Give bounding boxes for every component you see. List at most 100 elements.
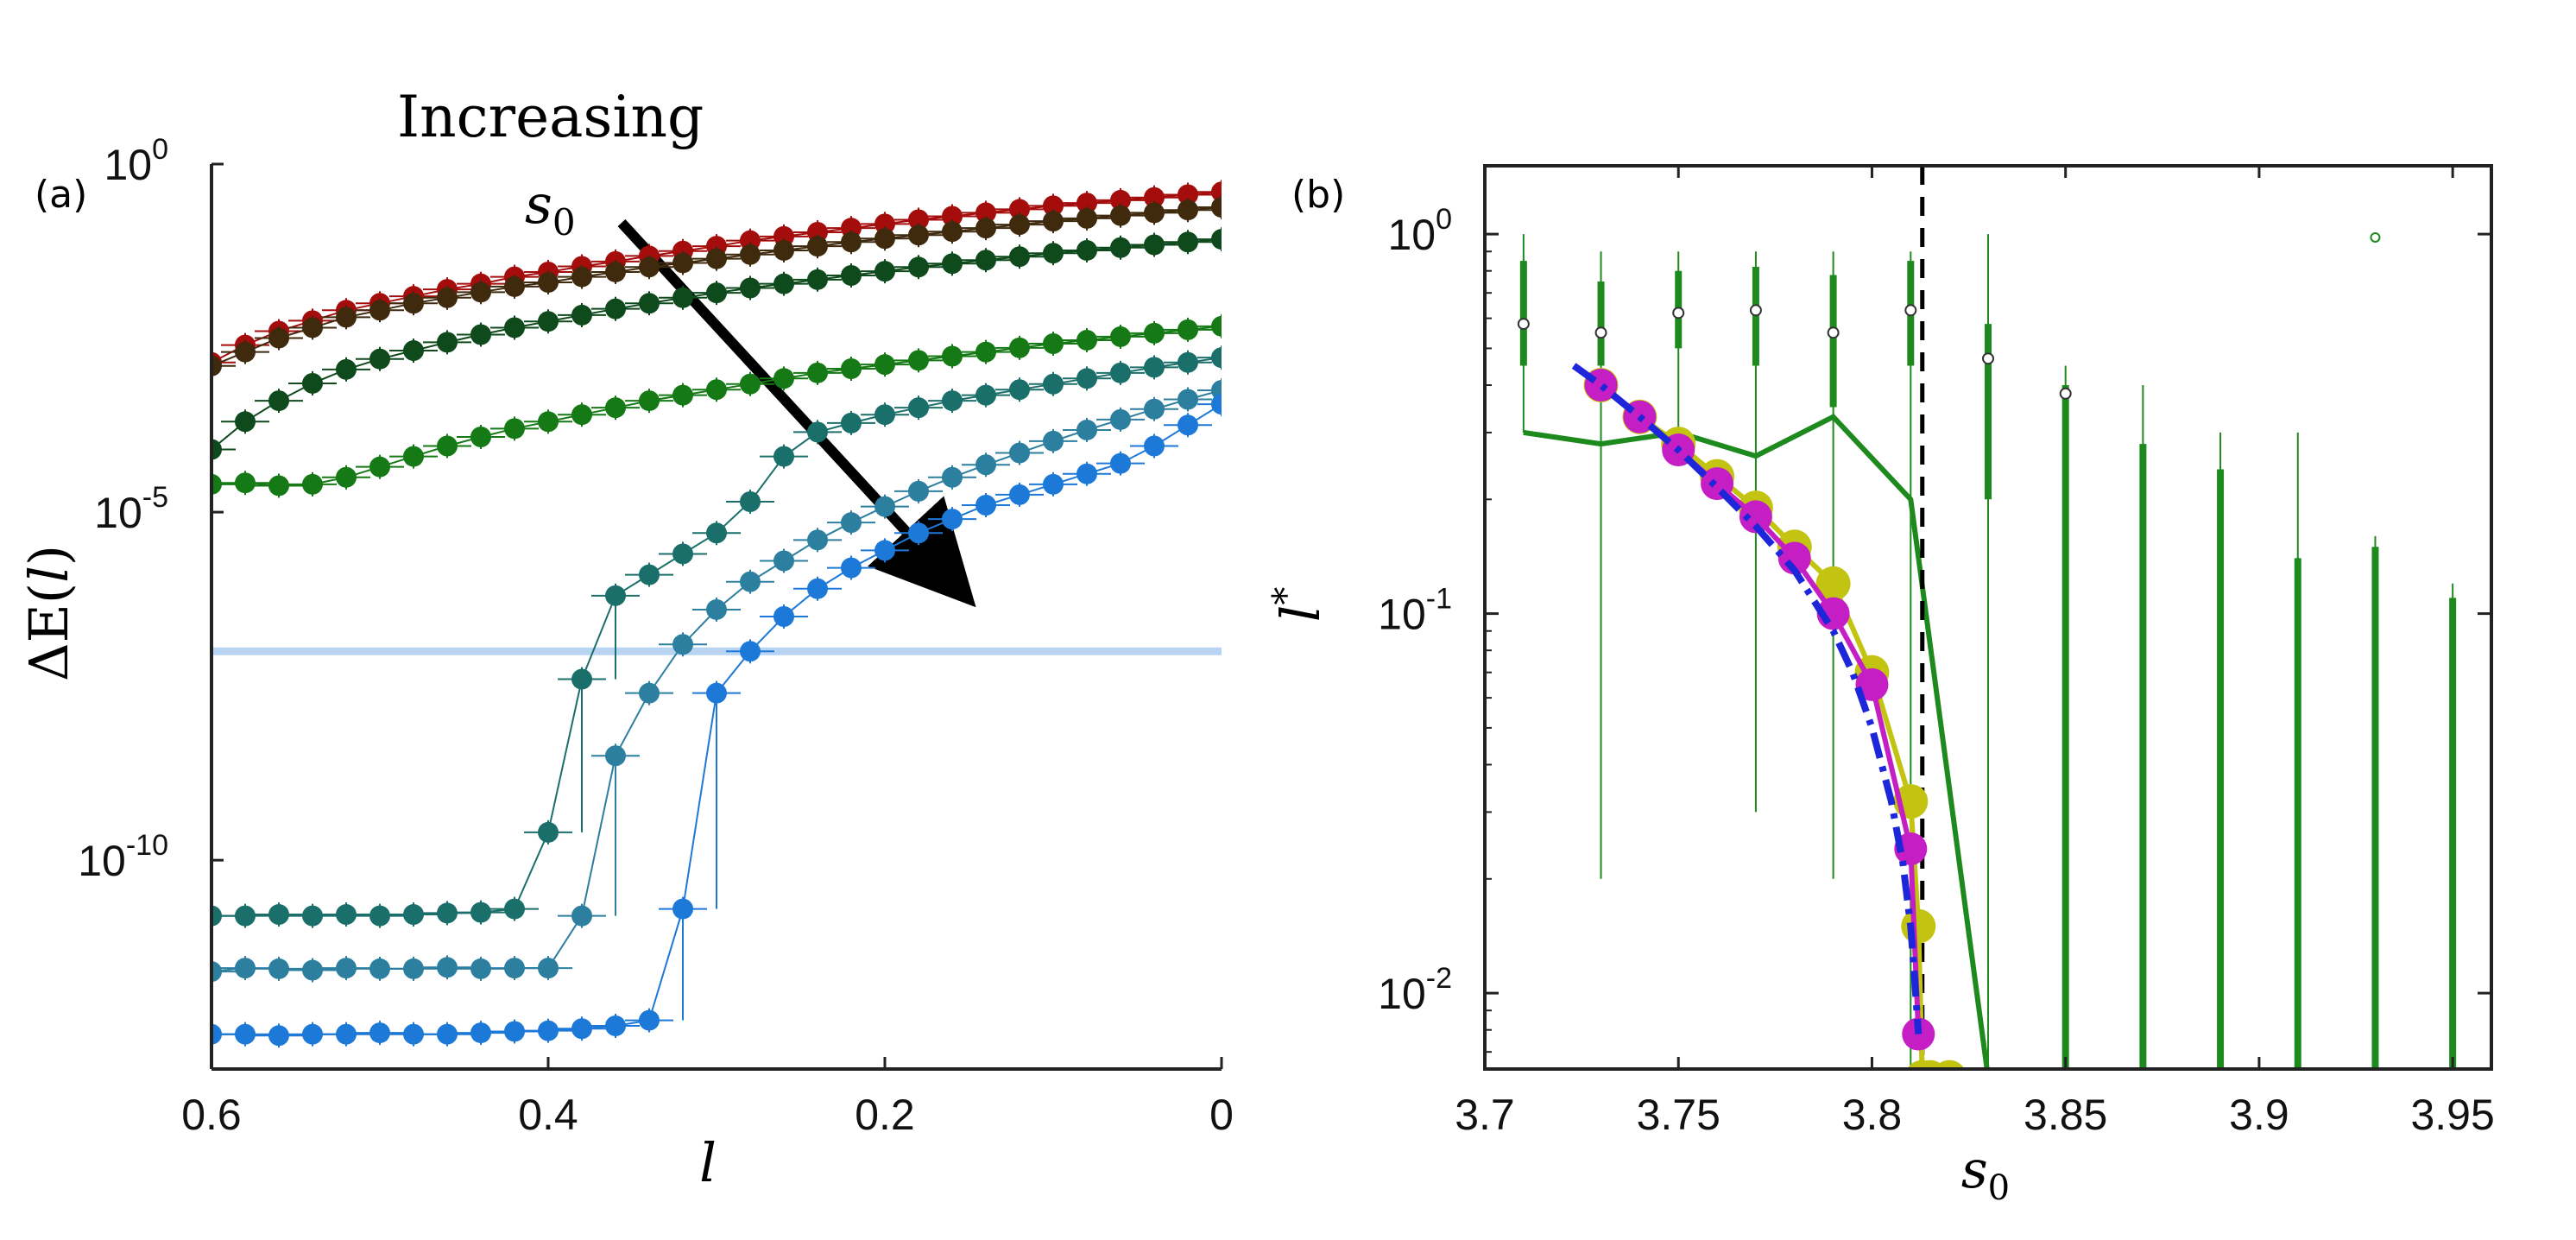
point-s0_7 <box>504 1021 525 1042</box>
point-s0_2 <box>403 293 424 314</box>
point-s0_4 <box>1076 329 1097 351</box>
point-s0_2 <box>942 221 963 243</box>
box-outlier <box>2370 231 2381 243</box>
series-line-yellow <box>1599 383 1925 1069</box>
panel-b-axes <box>1483 164 2493 1071</box>
point-s0_4 <box>639 390 660 412</box>
point-s0_7 <box>1009 484 1030 505</box>
point-s0_6 <box>212 961 222 983</box>
point-s0_3 <box>740 277 761 299</box>
point-s0_6 <box>706 598 727 620</box>
point-s0_4 <box>1043 332 1064 354</box>
point-s0_5 <box>1076 368 1097 389</box>
box-s0-3.87 <box>2139 385 2147 1069</box>
point-s0_5 <box>212 905 222 927</box>
panel-a-xtick-label: 0.4 <box>518 1091 578 1139</box>
point-s0_4 <box>1009 337 1030 358</box>
point-s0_7 <box>470 1022 491 1044</box>
point-yellow <box>1934 1060 1965 1069</box>
point-s0_2 <box>1076 207 1097 229</box>
series-s0_4 <box>212 313 1222 498</box>
box-median <box>2293 1072 2303 1083</box>
box-s0-3.95 <box>2449 583 2457 1069</box>
point-s0_6 <box>740 571 761 592</box>
point-s0_6 <box>672 634 693 655</box>
point-s0_6 <box>1178 389 1198 410</box>
point-magenta <box>1894 832 1928 865</box>
point-s0_7 <box>841 557 862 579</box>
point-s0_3 <box>841 264 862 286</box>
point-s0_5 <box>302 905 323 927</box>
point-s0_7 <box>1076 463 1097 484</box>
point-s0_5 <box>975 384 996 406</box>
point-magenta <box>1855 667 1889 701</box>
point-s0_3 <box>235 411 256 433</box>
point-s0_4 <box>571 404 592 426</box>
point-s0_7 <box>268 1025 289 1047</box>
point-s0_4 <box>538 411 559 433</box>
point-s0_5 <box>403 904 424 926</box>
point-s0_3 <box>1144 234 1165 256</box>
point-s0_2 <box>538 272 559 294</box>
box-median <box>2370 1072 2380 1083</box>
point-s0_2 <box>504 275 525 297</box>
point-s0_3 <box>807 269 828 290</box>
point-s0_5 <box>874 404 895 426</box>
panel-a-ylabel: ΔE(l) <box>17 545 80 681</box>
point-s0_7 <box>336 1023 357 1045</box>
increasing-s0-sub: 0 <box>552 201 576 244</box>
point-s0_7 <box>740 641 761 662</box>
point-s0_3 <box>605 298 626 319</box>
point-s0_4 <box>1178 319 1198 340</box>
box-median <box>1517 318 1530 331</box>
point-s0_1 <box>975 202 996 224</box>
point-s0_2 <box>1178 199 1198 221</box>
increasing-s0-base: s <box>525 173 552 236</box>
panel-a-ytick-label-exp: -10 <box>126 829 168 862</box>
panel-b-ytick-label-base: 10 <box>1378 970 1426 1018</box>
point-s0_4 <box>1211 315 1222 337</box>
panel-b-xlabel: s0 <box>1961 1140 2010 1208</box>
panel-b-ytick-label: 10-2 <box>1378 962 1452 1018</box>
point-s0_6 <box>538 958 559 979</box>
point-s0_5 <box>437 902 458 924</box>
point-s0_5 <box>1110 362 1131 383</box>
panel-a-xlabel: l <box>699 1131 717 1194</box>
point-s0_5 <box>268 904 289 926</box>
point-s0_2 <box>1144 202 1165 224</box>
box-median <box>1904 304 1917 317</box>
panel-a-ytick-label-base: 10 <box>78 837 126 885</box>
point-s0_3 <box>403 340 424 362</box>
point-s0_6 <box>403 958 424 979</box>
point-s0_2 <box>302 317 323 338</box>
panel-b-ytick-label-exp: -1 <box>1426 583 1452 616</box>
point-s0_7 <box>942 509 963 530</box>
point-s0_5 <box>841 412 862 433</box>
panel-b-xtick-label: 3.95 <box>2410 1091 2494 1139</box>
box-median <box>2215 1072 2226 1083</box>
panel-b-xlabel-sub: 0 <box>1988 1168 2010 1208</box>
point-s0_5 <box>470 902 491 923</box>
point-s0_4 <box>740 373 761 395</box>
point-s0_3 <box>470 324 491 345</box>
point-s0_2 <box>268 327 289 349</box>
point-s0_3 <box>672 287 693 308</box>
panel-a-ylabel-suffix: ) <box>17 545 80 566</box>
point-s0_5 <box>807 421 828 443</box>
point-s0_2 <box>470 282 491 303</box>
point-s0_2 <box>807 236 828 257</box>
point-s0_5 <box>369 905 390 927</box>
point-s0_7 <box>605 1015 626 1037</box>
point-s0_3 <box>302 372 323 394</box>
box-s0-3.71 <box>1517 234 1530 433</box>
point-s0_6 <box>942 466 963 488</box>
point-s0_4 <box>302 473 323 495</box>
point-s0_4 <box>369 456 390 478</box>
point-s0_2 <box>874 228 895 250</box>
panel-b-series <box>1517 166 2457 1083</box>
point-s0_3 <box>1009 246 1030 268</box>
point-s0_7 <box>639 1009 660 1031</box>
point-s0_3 <box>874 261 895 282</box>
panel-a-ytick-label-base: 10 <box>94 489 142 537</box>
point-s0_3 <box>1043 243 1064 264</box>
